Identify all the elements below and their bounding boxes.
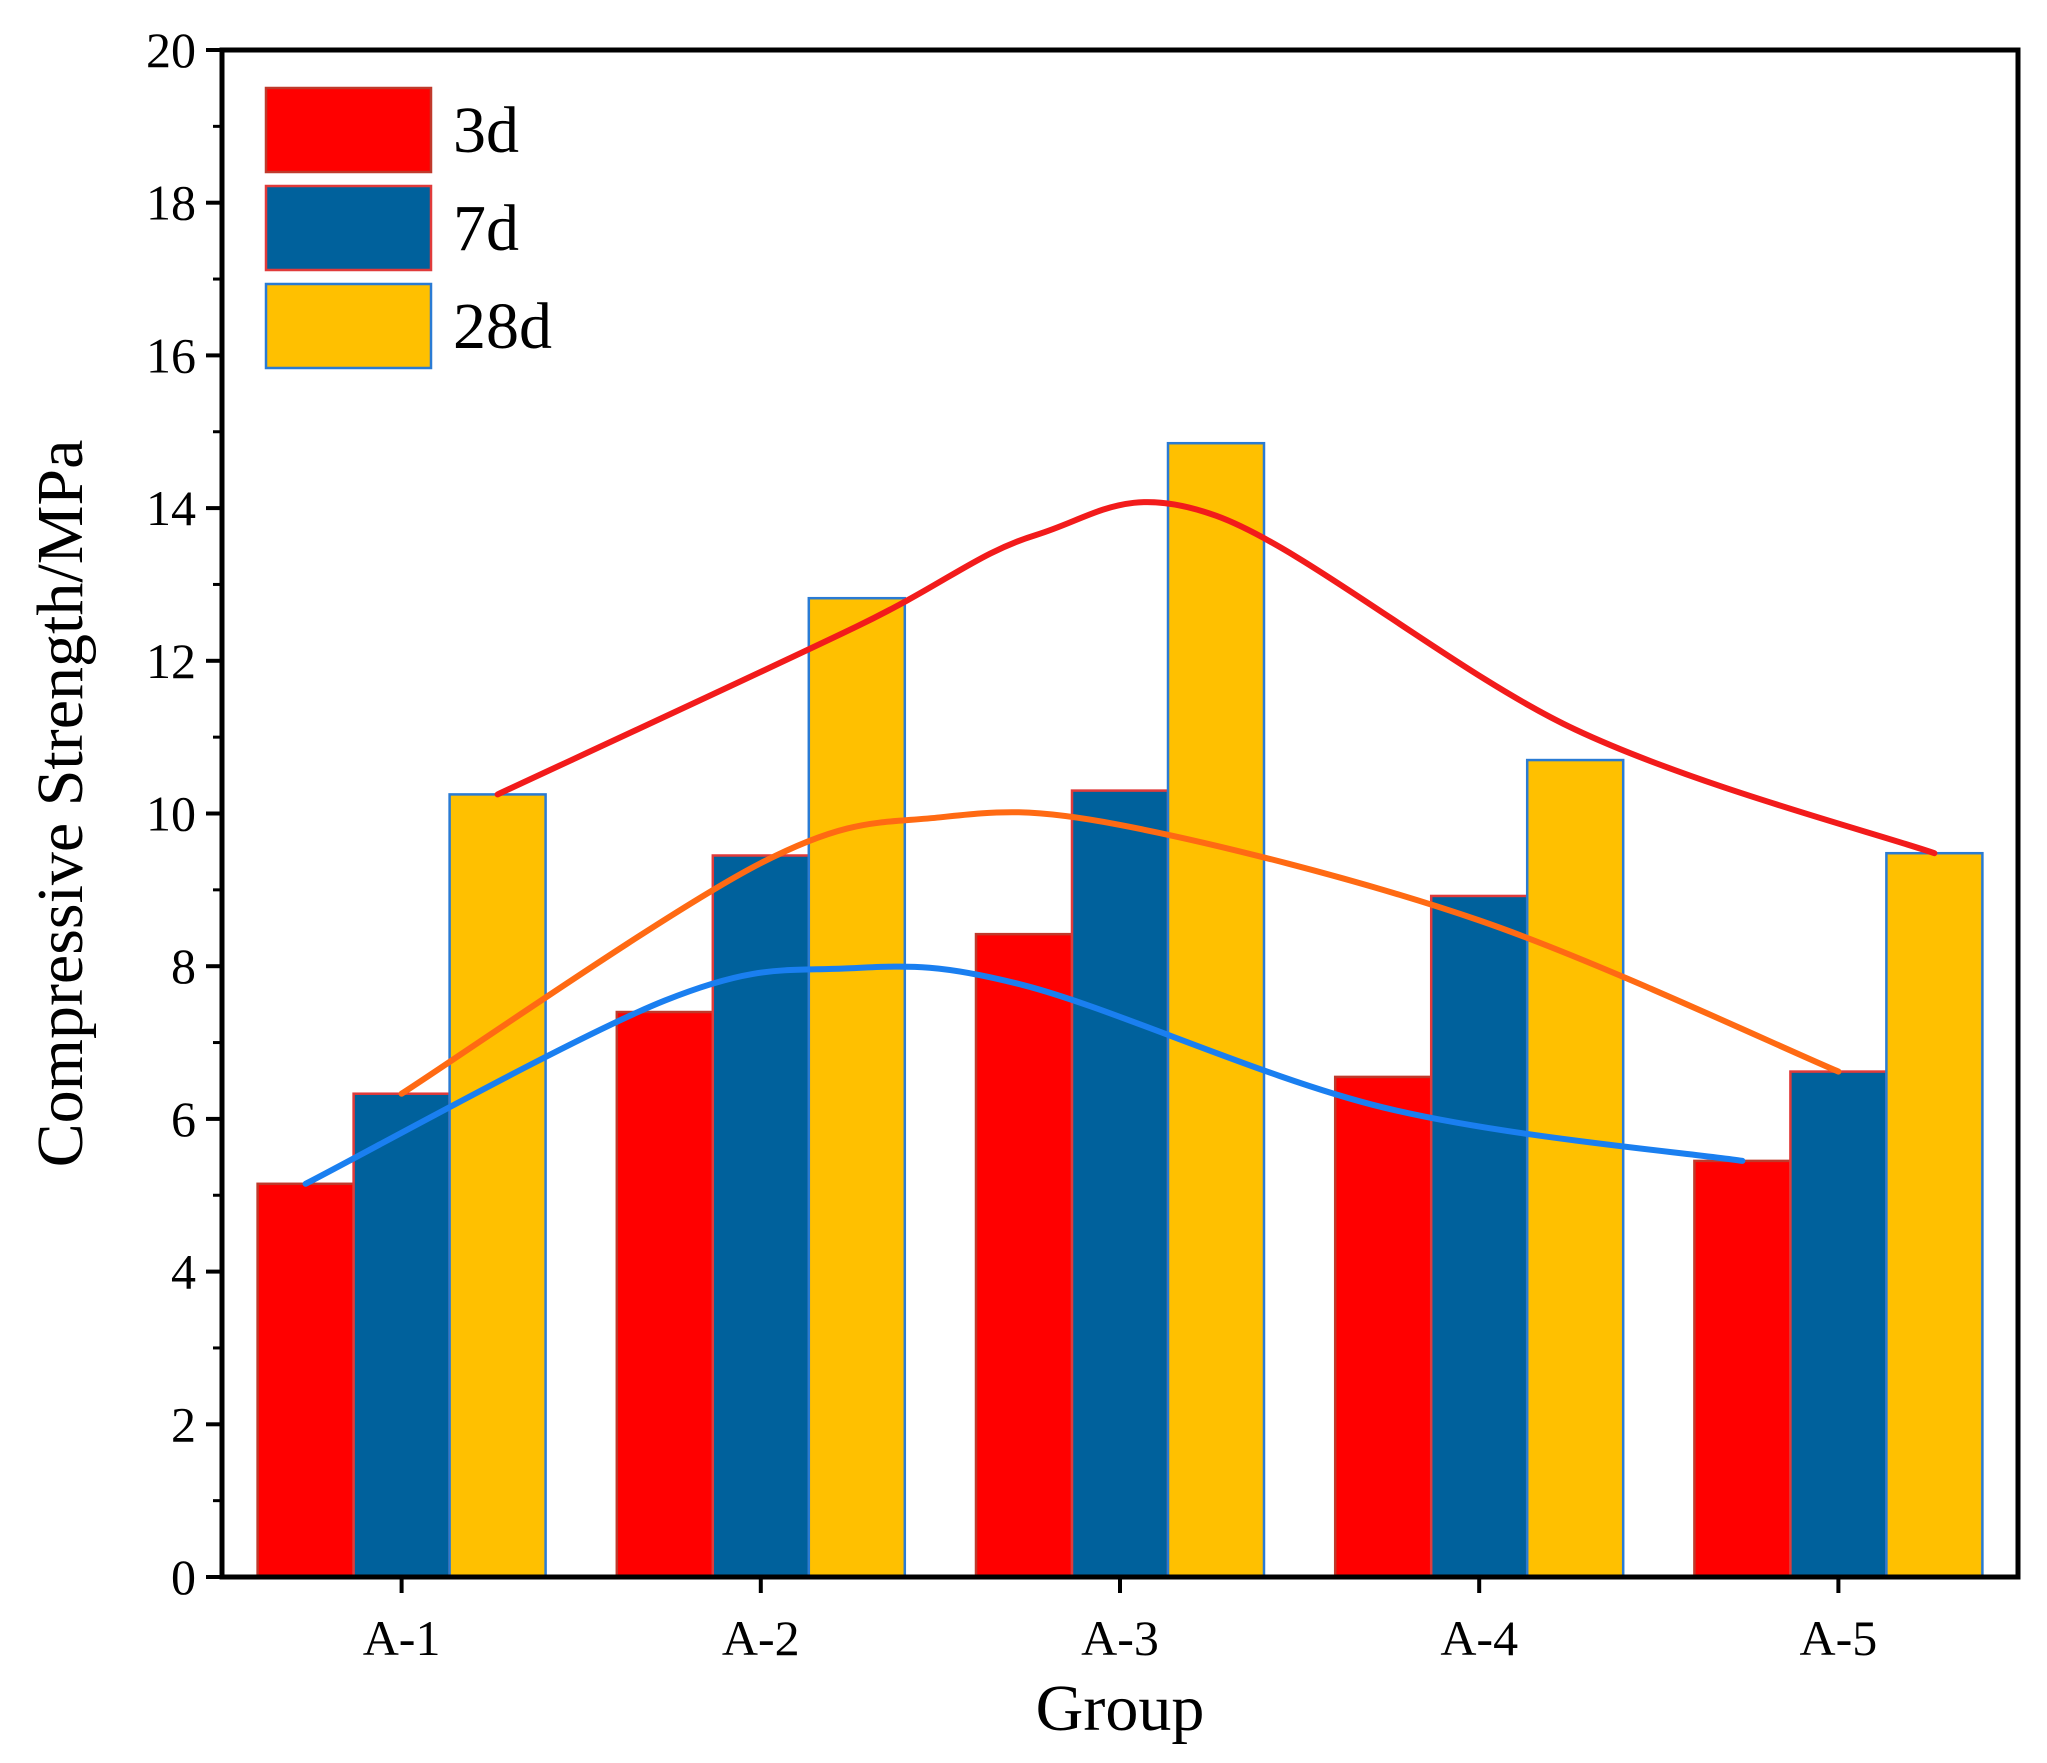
bar-28d-A-4 [1525, 758, 1625, 1579]
y-axis-title: Compressive Strength/MPa [24, 440, 97, 1168]
x-axis-title: Group [1036, 1672, 1205, 1745]
bar-7d-A-3 [1070, 789, 1170, 1579]
y-tick-label: 10 [146, 786, 196, 842]
y-tick-label: 6 [171, 1091, 196, 1147]
y-tick-label: 16 [146, 327, 196, 383]
bar-28d-A-1 [448, 793, 547, 1579]
y-axis-ticks: 0 2 4 6 8 10 12 14 16 18 20 [146, 22, 222, 1605]
bar-7d-A-5 [1789, 1070, 1888, 1579]
x-tick-label: A-3 [1081, 1610, 1159, 1666]
y-tick-label: 2 [171, 1396, 196, 1452]
bar-28d-A-5 [1885, 851, 1984, 1579]
y-tick-label: 12 [146, 633, 196, 689]
legend-swatch-28d [264, 282, 433, 370]
legend-label-28d: 28d [453, 290, 552, 363]
bar-3d-A-5 [1693, 1159, 1792, 1579]
y-tick-label: 18 [146, 175, 196, 231]
trend-line-3d [302, 963, 1746, 1187]
y-tick-label: 8 [171, 938, 196, 994]
y-tick-label: 0 [171, 1549, 196, 1605]
bar-3d-A-4 [1333, 1075, 1433, 1579]
trend-line-7d [398, 809, 1842, 1097]
bar-3d-A-3 [974, 932, 1074, 1579]
bar-3d-A-1 [256, 1182, 355, 1579]
bar-28d-A-3 [1166, 441, 1266, 1579]
y-tick-label: 14 [146, 480, 196, 536]
bar-28d-A-2 [807, 596, 907, 1579]
trend-line-28d [494, 499, 1938, 857]
bar-3d-A-2 [615, 1010, 715, 1579]
x-axis-ticks: A-1 A-2 A-3 A-4 A-5 [363, 1577, 1878, 1666]
x-tick-label: A-5 [1800, 1610, 1878, 1666]
bar-7d-A-1 [352, 1092, 451, 1579]
trend-lines-layer [302, 499, 1938, 1187]
bar-7d-A-2 [711, 854, 811, 1579]
x-tick-label: A-2 [722, 1610, 800, 1666]
legend-label-3d: 3d [453, 94, 519, 167]
y-tick-label: 4 [171, 1244, 196, 1300]
x-tick-label: A-1 [363, 1610, 441, 1666]
bars-layer [256, 441, 1984, 1579]
x-tick-label: A-4 [1440, 1610, 1518, 1666]
legend-swatch-7d [264, 184, 433, 272]
bar-7d-A-4 [1429, 894, 1529, 1579]
legend: 3d 7d 28d [264, 86, 552, 370]
legend-swatch-3d [264, 86, 433, 174]
y-tick-label: 20 [146, 22, 196, 78]
legend-label-7d: 7d [453, 192, 519, 265]
